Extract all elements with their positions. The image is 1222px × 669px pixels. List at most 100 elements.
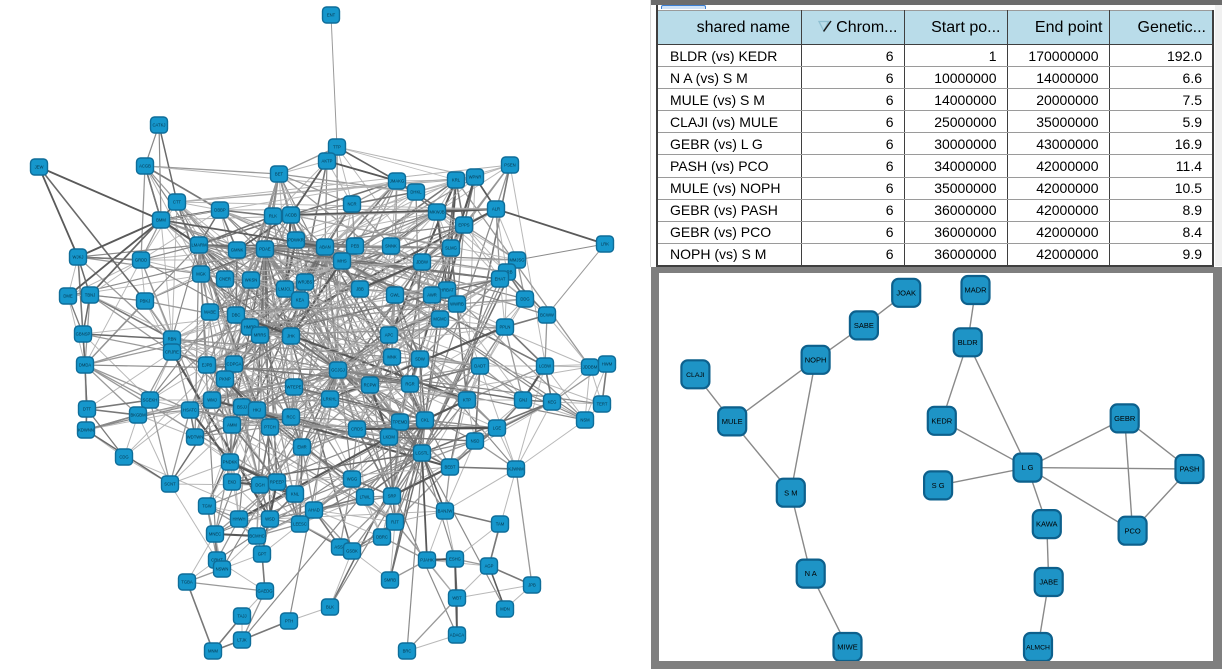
svg-text:MKWJB: MKWJB	[429, 210, 444, 215]
svg-text:N A: N A	[805, 569, 817, 578]
svg-text:LRKHL: LRKHL	[323, 397, 337, 402]
svg-text:DBBP: DBBP	[214, 208, 226, 213]
svg-text:L G: L G	[1022, 463, 1034, 472]
svg-text:DBC: DBC	[232, 313, 241, 318]
svg-text:SABE: SABE	[854, 321, 874, 330]
svg-text:PDAE: PDAE	[259, 247, 271, 252]
svg-text:LRK: LRK	[601, 242, 609, 247]
svg-text:BRC: BRC	[403, 649, 412, 654]
svg-text:CNER: CNER	[219, 277, 231, 282]
svg-text:CDPGA: CDPGA	[227, 362, 242, 367]
svg-text:BCWW: BCWW	[540, 313, 554, 318]
svg-text:ADACA: ADACA	[450, 633, 465, 638]
svg-text:MGK: MGK	[196, 272, 206, 277]
svg-text:AHAD: AHAD	[308, 508, 320, 513]
svg-text:TAJJ: TAJJ	[237, 614, 246, 619]
svg-text:LMARM: LMARM	[191, 243, 207, 248]
svg-text:SMRB: SMRB	[384, 578, 396, 583]
svg-text:GNJ: GNJ	[519, 398, 527, 403]
svg-text:SLMG: SLMG	[445, 246, 457, 251]
svg-text:DME: DME	[63, 294, 73, 299]
svg-text:EMR: EMR	[297, 445, 306, 450]
svg-text:KJWNM: KJWNM	[508, 467, 524, 472]
svg-text:MHS: MHS	[337, 259, 347, 264]
svg-text:RCC: RCC	[286, 415, 295, 420]
svg-text:MABE: MABE	[204, 310, 216, 315]
svg-text:LMJCL: LMJCL	[278, 287, 292, 292]
svg-text:HKJ: HKJ	[253, 408, 261, 413]
svg-text:PNDKK: PNDKK	[223, 460, 238, 465]
svg-text:PBKJ: PBKJ	[140, 299, 150, 304]
svg-text:HMRD: HMRD	[244, 325, 257, 330]
svg-text:GEBR: GEBR	[1114, 414, 1136, 423]
svg-text:TGW: TGW	[202, 504, 212, 509]
svg-text:S G: S G	[932, 481, 945, 490]
svg-text:WDTWN: WDTWN	[187, 435, 204, 440]
svg-text:EKD: EKD	[228, 480, 237, 485]
svg-text:DDG: DDG	[520, 297, 529, 302]
svg-text:CDG: CDG	[119, 455, 128, 460]
svg-text:TAM: TAM	[496, 522, 505, 527]
svg-text:WMJ: WMJ	[207, 398, 217, 403]
svg-text:JEW: JEW	[35, 165, 44, 170]
svg-text:HRBAT: HRBAT	[440, 288, 454, 293]
svg-text:BSJJ: BSJJ	[237, 405, 247, 410]
svg-text:AGP: AGP	[485, 564, 494, 569]
svg-text:LCBW: LCBW	[539, 364, 551, 369]
svg-text:DADT: DADT	[474, 364, 486, 369]
svg-text:SCNT: SCNT	[164, 482, 176, 487]
svg-text:JDBW: JDBW	[416, 260, 428, 265]
svg-text:PJAHK: PJAHK	[420, 558, 434, 563]
svg-text:JABE: JABE	[1039, 578, 1058, 587]
svg-text:SGEKH: SGEKH	[143, 398, 158, 403]
svg-text:PCO: PCO	[1124, 526, 1140, 535]
svg-text:PTH: PTH	[285, 619, 293, 624]
svg-text:KEA: KEA	[296, 298, 305, 303]
svg-text:CRJRE: CRJRE	[165, 350, 179, 355]
svg-text:AMM: AMM	[227, 423, 237, 428]
svg-text:ASSP: ASSP	[334, 545, 345, 550]
svg-text:DGH: DGH	[255, 483, 264, 488]
svg-text:MDN: MDN	[500, 607, 510, 612]
svg-text:WJKJ: WJKJ	[73, 255, 84, 260]
svg-text:JMAKG: JMAKG	[390, 179, 404, 184]
svg-text:EHAT: EHAT	[495, 277, 506, 282]
svg-text:ESHG: ESHG	[449, 557, 461, 562]
svg-text:JHK: JHK	[287, 334, 295, 339]
svg-text:GPT: GPT	[258, 552, 267, 557]
svg-text:GAEDG: GAEDG	[257, 589, 272, 594]
svg-text:BCMHC: BCMHC	[249, 534, 264, 539]
svg-text:BEBT: BEBT	[445, 465, 456, 470]
svg-text:PEB: PEB	[351, 244, 360, 249]
svg-text:WRJBS: WRJBS	[298, 280, 313, 285]
svg-text:MADR: MADR	[964, 286, 987, 295]
svg-text:NSM: NSM	[580, 418, 590, 423]
svg-text:MNK: MNK	[387, 355, 397, 360]
svg-text:ALR: ALR	[492, 207, 500, 212]
svg-text:NSWN: NSWN	[216, 567, 229, 572]
svg-text:ACGB: ACGB	[139, 164, 151, 169]
svg-text:HHWH: HHWH	[232, 517, 245, 522]
svg-text:WSD: WSD	[265, 517, 275, 522]
svg-text:EJPB: EJPB	[202, 363, 213, 368]
svg-text:KRL: KRL	[452, 178, 461, 183]
svg-text:BKGBM: BKGBM	[130, 413, 146, 418]
svg-text:CTT: CTT	[173, 200, 182, 205]
svg-text:JDDBM: JDDBM	[583, 365, 598, 370]
svg-text:WBT: WBT	[452, 596, 462, 601]
svg-text:LTJK: LTJK	[237, 638, 247, 643]
svg-text:MGMC: MGMC	[433, 317, 446, 322]
svg-text:GBNSP: GBNSP	[76, 332, 91, 337]
svg-text:MULE: MULE	[722, 417, 743, 426]
svg-text:WGG: WGG	[347, 477, 357, 482]
svg-text:AKTP: AKTP	[322, 159, 333, 164]
svg-text:MRRS: MRRS	[254, 333, 267, 338]
svg-text:KNL: KNL	[291, 492, 300, 497]
svg-text:DBRC: DBRC	[376, 535, 388, 540]
svg-text:WWRB: WWRB	[450, 302, 464, 307]
svg-text:TPEMD: TPEMD	[393, 420, 408, 425]
svg-text:JBB: JBB	[356, 287, 364, 292]
svg-text:SRP: SRP	[388, 494, 397, 499]
svg-text:GCJGJ: GCJGJ	[331, 368, 345, 373]
svg-text:ACDB: ACDB	[285, 213, 297, 218]
